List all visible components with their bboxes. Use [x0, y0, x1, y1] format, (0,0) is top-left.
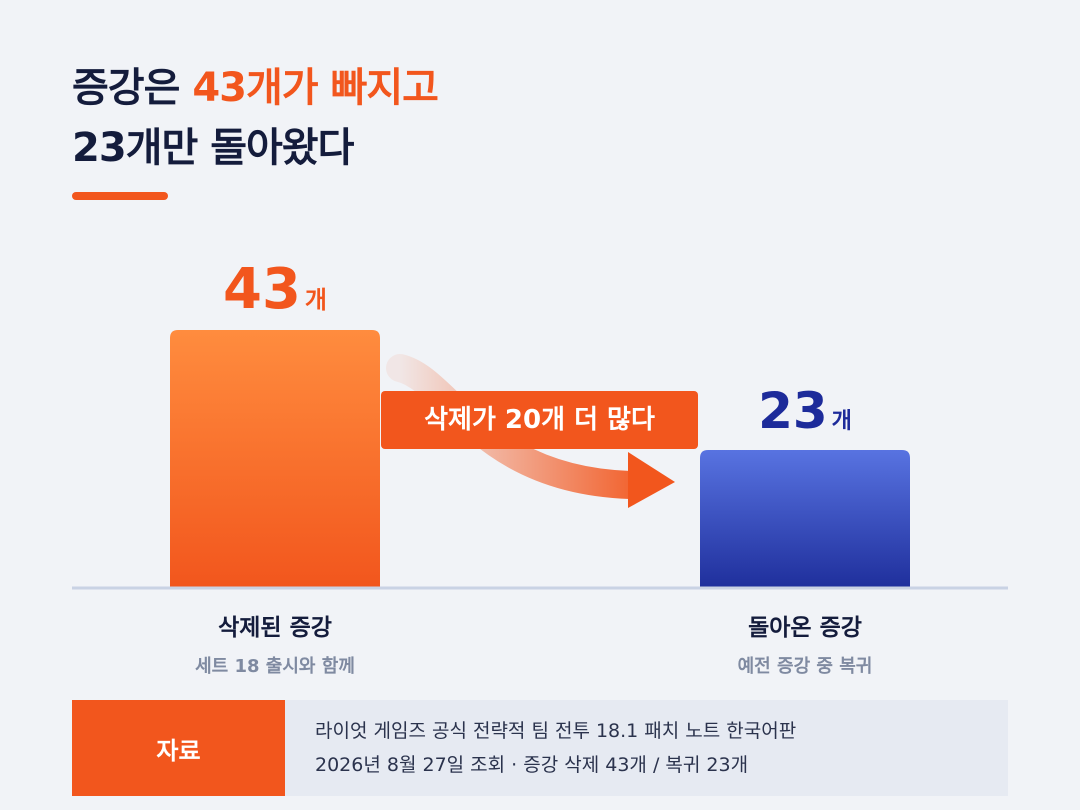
source-line-1: 라이엇 게임즈 공식 전략적 팀 전투 18.1 패치 노트 한국어판	[315, 720, 797, 742]
page-title: 증강은 43개가 빠지고 23개만 돌아왔다	[72, 58, 439, 178]
annotation-box	[381, 391, 698, 449]
title-accent: 43개가 빠지고	[192, 65, 439, 111]
title-underline	[72, 192, 168, 200]
bar-chart: 43 개23 개 삭제가 20개 더 많다	[72, 257, 1008, 590]
title-prefix: 증강은	[72, 65, 193, 111]
source-text: 라이엇 게임즈 공식 전략적 팀 전투 18.1 패치 노트 한국어판 2026…	[285, 700, 796, 796]
value-unit-removed: 개	[305, 286, 327, 314]
category-label-returned: 돌아온 증강	[748, 615, 862, 641]
value-label-removed: 43 개	[223, 257, 327, 322]
annotation-text: 삭제가 20개 더 많다	[424, 405, 655, 435]
value-number-removed: 43	[223, 257, 301, 322]
source-line-2: 2026년 8월 27일 조회 · 증강 삭제 43개 / 복귀 23개	[315, 754, 749, 776]
bar-removed	[170, 330, 380, 588]
source-tag: 자료	[72, 700, 285, 796]
bar-returned	[700, 450, 910, 588]
value-label-returned: 23 개	[758, 382, 852, 440]
title-line-2: 23개만 돌아왔다	[72, 125, 354, 171]
source-box: 자료 라이엇 게임즈 공식 전략적 팀 전투 18.1 패치 노트 한국어판 2…	[72, 700, 1008, 796]
value-unit-returned: 개	[832, 409, 852, 434]
annotation-callout: 삭제가 20개 더 많다	[381, 391, 698, 449]
category-label-removed: 삭제된 증강	[218, 615, 332, 641]
title-line-1: 증강은 43개가 빠지고	[72, 58, 439, 118]
subtitle-removed: 세트 18 출시와 함께	[195, 656, 355, 677]
subtitle-returned: 예전 증강 중 복귀	[737, 656, 873, 677]
value-number-returned: 23	[758, 382, 828, 440]
arrow-right-icon	[628, 452, 675, 508]
